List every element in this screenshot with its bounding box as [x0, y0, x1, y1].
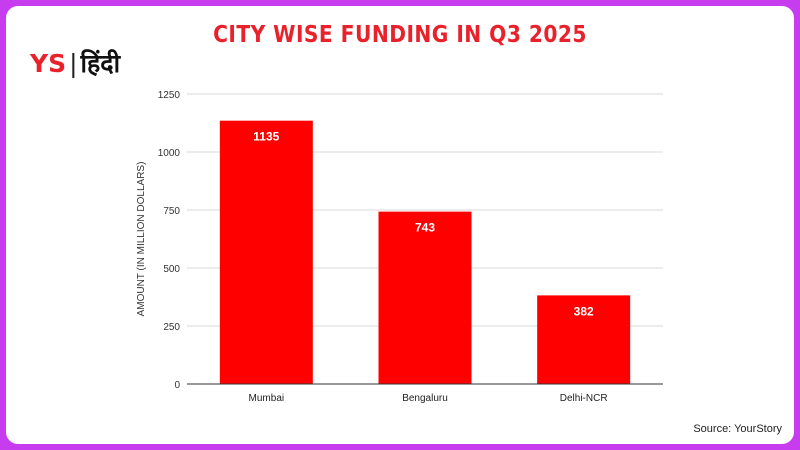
- x-tick-label: Mumbai: [249, 393, 285, 404]
- y-tick-label: 1000: [158, 148, 181, 159]
- y-tick-label: 500: [163, 264, 180, 275]
- source-note: Source: YourStory: [693, 423, 782, 435]
- data-label: 743: [415, 221, 435, 235]
- y-tick-label: 750: [163, 206, 180, 217]
- logo-brand: YS: [30, 49, 67, 78]
- logo-language: हिंदी: [80, 49, 121, 78]
- data-label: 1135: [253, 130, 279, 144]
- bar-mumbai: [219, 120, 313, 385]
- chart-title: CITY WISE FUNDING IN Q3 2025: [213, 22, 587, 48]
- yourstory-hindi-logo[interactable]: YS | हिंदी: [30, 46, 120, 80]
- bar-chart: 0 250 500 750 1000 1250 1135 Mumbai 743 Bengaluru…: [136, 90, 663, 404]
- x-tick-label: Bengaluru: [402, 393, 448, 404]
- y-tick-label: 0: [174, 380, 180, 391]
- y-tick-label: 250: [163, 322, 180, 333]
- logo-separator: |: [69, 49, 78, 78]
- y-axis-label: AMOUNT (IN MILLION DOLLARS): [136, 162, 147, 317]
- chart-card: YS | हिंदी CITY WISE FUNDING IN Q3 2025 0 2…: [6, 6, 794, 444]
- data-label: 382: [574, 304, 594, 318]
- bar-bengaluru: [378, 211, 472, 384]
- y-tick-label: 1250: [158, 90, 181, 101]
- bar-delhi-ncr: [537, 295, 631, 384]
- x-tick-label: Delhi-NCR: [560, 393, 608, 404]
